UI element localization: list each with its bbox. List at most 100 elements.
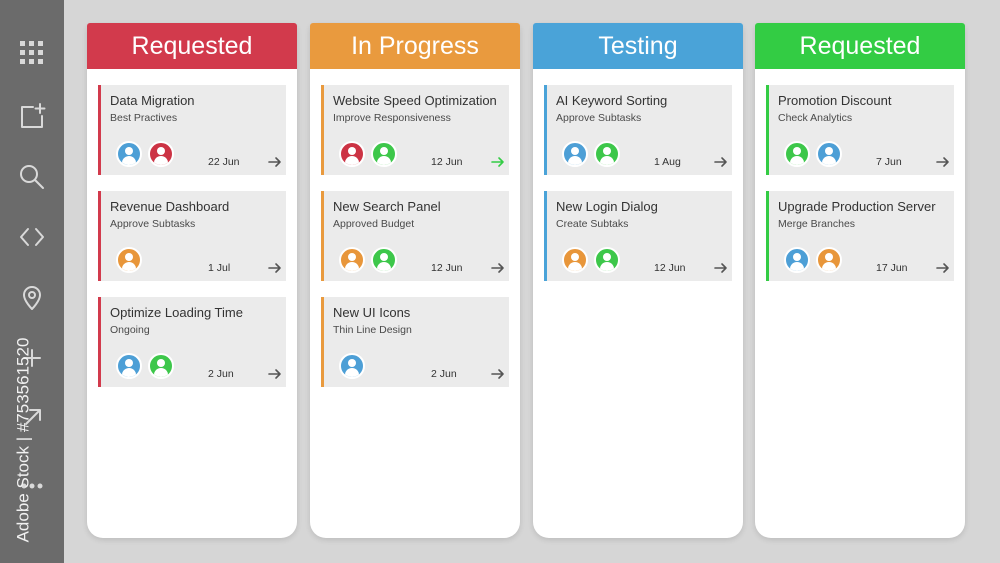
due-date: 17 Jun [876,262,908,274]
task-card[interactable]: New UI Icons Thin Line Design 2 Jun [321,297,509,387]
assignee-avatars [562,247,620,273]
card-subtitle: Improve Responsiveness [333,112,451,124]
arrow-right-icon[interactable] [714,155,728,167]
task-card[interactable]: New Search Panel Approved Budget 12 Jun [321,191,509,281]
task-card[interactable]: Website Speed Optimization Improve Respon… [321,85,509,175]
card-subtitle: Check Analytics [778,112,853,124]
more-icon[interactable] [14,468,50,504]
due-date: 1 Jul [208,262,231,274]
due-date: 7 Jun [876,156,902,168]
code-icon[interactable] [14,219,50,255]
card-title: Optimize Loading Time [110,305,243,320]
column-header[interactable]: Requested [87,23,297,69]
watermark-text: Adobe Stock | #753561520 [13,337,32,543]
due-date: 2 Jun [431,368,457,380]
arrow-right-icon[interactable] [936,155,950,167]
avatar[interactable] [562,141,588,167]
avatar[interactable] [116,247,142,273]
card-title: Website Speed Optimization [333,93,497,108]
avatar[interactable] [371,247,397,273]
arrow-right-icon[interactable] [268,367,282,379]
card-subtitle: Approve Subtasks [556,112,642,124]
task-card[interactable]: Promotion Discount Check Analytics 7 Jun [766,85,954,175]
grid-icon[interactable] [14,35,50,71]
avatar[interactable] [562,247,588,273]
card-title: Promotion Discount [778,93,892,108]
assignee-avatars [562,141,620,167]
search-icon[interactable] [14,159,50,195]
card-subtitle: Merge Branches [778,218,856,230]
task-card[interactable]: Data Migration Best Practives 22 Jun [98,85,286,175]
location-pin-icon[interactable] [14,279,50,315]
assignee-avatars [784,141,842,167]
arrow-right-icon[interactable] [491,261,505,273]
assignee-avatars [116,141,174,167]
column-header[interactable]: Testing [533,23,743,69]
arrow-right-icon[interactable] [936,261,950,273]
watermark: Adobe Stock | #753561520 [8,330,38,550]
card-title: New Search Panel [333,199,441,214]
card-subtitle: Approved Budget [333,218,415,230]
column-4: Requested Promotion Discount Check Analyti… [755,23,965,538]
card-title: AI Keyword Sorting [556,93,668,108]
avatar[interactable] [339,353,365,379]
arrow-right-icon[interactable] [491,155,505,167]
plus-icon[interactable] [14,340,50,376]
card-title: Revenue Dashboard [110,199,230,214]
column-1: Requested Data Migration Best Practives 22 … [87,23,297,538]
column-3: Testing AI Keyword Sorting Approve Subtask… [533,23,743,538]
avatar[interactable] [594,141,620,167]
card-title: Data Migration [110,93,195,108]
task-card[interactable]: Revenue Dashboard Approve Subtasks 1 Jul [98,191,286,281]
card-subtitle: Approve Subtasks [110,218,196,230]
due-date: 12 Jun [431,262,463,274]
task-card[interactable]: Upgrade Production Server Merge Branches 1… [766,191,954,281]
avatar[interactable] [116,353,142,379]
assignee-avatars [784,247,842,273]
arrow-right-icon[interactable] [491,367,505,379]
card-title: New UI Icons [333,305,411,320]
arrow-right-icon[interactable] [268,261,282,273]
avatar[interactable] [148,353,174,379]
assignee-avatars [339,353,365,379]
avatar[interactable] [339,247,365,273]
task-card[interactable]: New Login Dialog Create Subtaks 12 Jun [544,191,732,281]
assignee-avatars [339,141,397,167]
avatar[interactable] [339,141,365,167]
kanban-board: Requested Data Migration Best Practives 22 … [87,23,965,538]
arrow-right-icon[interactable] [268,155,282,167]
card-list: AI Keyword Sorting Approve Subtasks 1 Aug N… [533,69,743,281]
task-card[interactable]: Optimize Loading Time Ongoing 2 Jun [98,297,286,387]
avatar[interactable] [594,247,620,273]
assignee-avatars [116,353,174,379]
card-title: Upgrade Production Server [778,199,936,214]
new-note-icon[interactable] [14,98,50,134]
task-card[interactable]: AI Keyword Sorting Approve Subtasks 1 Aug [544,85,732,175]
assignee-avatars [339,247,397,273]
avatar[interactable] [148,141,174,167]
card-subtitle: Create Subtaks [556,218,629,230]
share-icon[interactable] [14,398,50,434]
avatar[interactable] [116,141,142,167]
avatar[interactable] [784,141,810,167]
arrow-right-icon[interactable] [714,261,728,273]
avatar[interactable] [816,247,842,273]
card-list: Promotion Discount Check Analytics 7 Jun Up… [755,69,965,281]
due-date: 12 Jun [431,156,463,168]
avatar[interactable] [816,141,842,167]
due-date: 12 Jun [654,262,686,274]
column-header[interactable]: In Progress [310,23,520,69]
card-subtitle: Thin Line Design [333,324,412,336]
due-date: 2 Jun [208,368,234,380]
column-header[interactable]: Requested [755,23,965,69]
card-subtitle: Ongoing [110,324,150,336]
due-date: 22 Jun [208,156,240,168]
assignee-avatars [116,247,142,273]
card-list: Website Speed Optimization Improve Respon… [310,69,520,387]
avatar[interactable] [784,247,810,273]
card-subtitle: Best Practives [110,112,178,124]
card-title: New Login Dialog [556,199,658,214]
column-2: In Progress Website Speed Optimization Imp… [310,23,520,538]
card-list: Data Migration Best Practives 22 Jun Revenu… [87,69,297,387]
avatar[interactable] [371,141,397,167]
